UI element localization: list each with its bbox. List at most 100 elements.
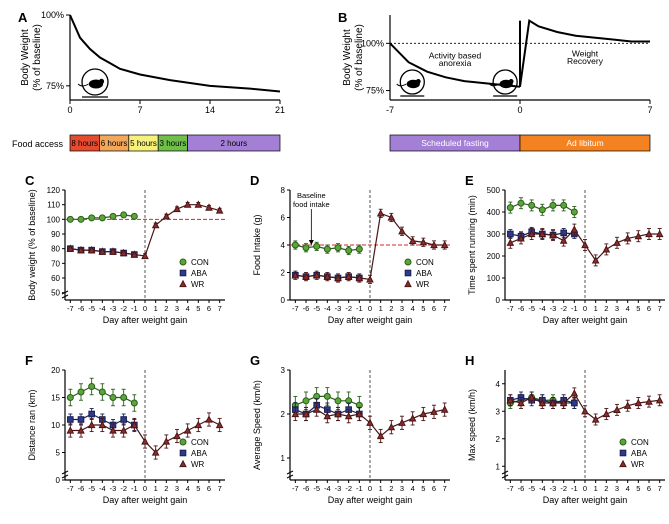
svg-text:Ad libitum: Ad libitum: [566, 138, 603, 148]
svg-text:500: 500: [487, 186, 501, 195]
svg-text:-2: -2: [120, 304, 127, 313]
svg-text:1: 1: [496, 462, 501, 471]
svg-text:G: G: [250, 353, 260, 368]
svg-text:ABA: ABA: [631, 449, 648, 458]
svg-text:-6: -6: [78, 304, 85, 313]
svg-text:0: 0: [583, 484, 587, 493]
svg-text:CON: CON: [191, 258, 209, 267]
svg-text:-5: -5: [528, 484, 535, 493]
svg-text:70: 70: [51, 259, 60, 268]
svg-text:2: 2: [281, 269, 286, 278]
svg-text:Body Weight: Body Weight: [342, 29, 353, 86]
svg-text:Body weight (% of baseline): Body weight (% of baseline): [27, 189, 37, 301]
svg-text:WR: WR: [416, 280, 430, 289]
svg-text:-5: -5: [313, 484, 320, 493]
svg-text:75%: 75%: [46, 81, 64, 91]
svg-text:Baseline: Baseline: [297, 191, 326, 200]
svg-text:0: 0: [281, 296, 286, 305]
svg-text:21: 21: [275, 105, 285, 115]
svg-text:WR: WR: [191, 280, 205, 289]
svg-text:-3: -3: [335, 484, 342, 493]
svg-text:10: 10: [51, 421, 60, 430]
svg-text:0: 0: [368, 304, 372, 313]
svg-text:Day after weight gain: Day after weight gain: [103, 495, 188, 505]
svg-text:5: 5: [56, 449, 61, 458]
svg-text:3: 3: [496, 407, 501, 416]
svg-text:100: 100: [487, 274, 501, 283]
svg-text:-4: -4: [539, 304, 546, 313]
svg-text:CON: CON: [191, 438, 209, 447]
svg-text:6: 6: [432, 484, 436, 493]
svg-text:F: F: [25, 353, 33, 368]
svg-text:3: 3: [400, 304, 404, 313]
svg-text:2: 2: [164, 304, 168, 313]
svg-text:-2: -2: [560, 484, 567, 493]
svg-text:CON: CON: [631, 438, 649, 447]
svg-text:-7: -7: [292, 484, 299, 493]
legend: CONABAWR: [180, 438, 209, 469]
svg-text:(% of baseline): (% of baseline): [354, 24, 365, 91]
svg-text:4: 4: [496, 380, 501, 389]
svg-text:15: 15: [51, 394, 60, 403]
svg-text:3: 3: [400, 484, 404, 493]
svg-text:2: 2: [496, 435, 501, 444]
svg-text:E: E: [465, 173, 474, 188]
svg-text:-4: -4: [99, 304, 106, 313]
svg-text:6: 6: [647, 304, 651, 313]
svg-text:3: 3: [615, 304, 619, 313]
svg-text:-2: -2: [120, 484, 127, 493]
svg-text:5: 5: [636, 484, 640, 493]
svg-text:14: 14: [205, 105, 215, 115]
svg-text:2: 2: [389, 484, 393, 493]
svg-text:400: 400: [487, 208, 501, 217]
svg-text:food intake: food intake: [293, 200, 330, 209]
svg-text:4: 4: [411, 304, 415, 313]
svg-text:Max speed (km/h): Max speed (km/h): [467, 389, 477, 461]
svg-text:3: 3: [615, 484, 619, 493]
svg-text:3 hours: 3 hours: [160, 139, 187, 148]
legend: CONABAWR: [180, 258, 209, 289]
svg-text:-1: -1: [131, 484, 138, 493]
svg-text:3: 3: [281, 366, 286, 375]
svg-text:7: 7: [658, 304, 662, 313]
svg-text:-1: -1: [571, 304, 578, 313]
svg-text:ABA: ABA: [191, 449, 208, 458]
svg-text:0: 0: [56, 476, 61, 485]
svg-text:Body Weight: Body Weight: [20, 29, 31, 86]
svg-text:-7: -7: [292, 304, 299, 313]
panel-h: H1234-7-6-5-4-3-2-101234567Day after wei…: [465, 353, 665, 505]
svg-text:2: 2: [604, 484, 608, 493]
svg-text:-3: -3: [550, 484, 557, 493]
svg-text:-4: -4: [99, 484, 106, 493]
svg-text:-3: -3: [110, 304, 117, 313]
svg-text:Recovery: Recovery: [567, 56, 604, 66]
svg-text:-3: -3: [110, 484, 117, 493]
svg-text:6: 6: [207, 484, 211, 493]
food-access-bar: Food access8 hours6 hours5 hours3 hours2…: [12, 135, 280, 151]
panel-f: F05101520-7-6-5-4-3-2-101234567Day after…: [25, 353, 225, 505]
svg-text:0: 0: [496, 296, 501, 305]
svg-text:4: 4: [411, 484, 415, 493]
svg-text:-7: -7: [67, 484, 74, 493]
panel-d: D02468-7-6-5-4-3-2-101234567Day after we…: [250, 173, 450, 325]
food-access-label: Food access: [12, 139, 64, 149]
svg-text:7: 7: [218, 304, 222, 313]
svg-text:2: 2: [604, 304, 608, 313]
svg-text:6: 6: [207, 304, 211, 313]
svg-text:-7: -7: [386, 105, 394, 115]
svg-text:-1: -1: [131, 304, 138, 313]
svg-text:-1: -1: [356, 484, 363, 493]
svg-text:6: 6: [432, 304, 436, 313]
svg-text:100: 100: [47, 215, 61, 224]
svg-text:Day after weight gain: Day after weight gain: [328, 495, 413, 505]
svg-text:CON: CON: [416, 258, 434, 267]
svg-text:5: 5: [196, 484, 200, 493]
legend: CONABAWR: [405, 258, 434, 289]
svg-text:2: 2: [389, 304, 393, 313]
svg-text:-1: -1: [356, 304, 363, 313]
svg-text:1: 1: [154, 304, 158, 313]
panel-g: G123-7-6-5-4-3-2-101234567Day after weig…: [250, 353, 450, 505]
svg-text:6 hours: 6 hours: [101, 139, 128, 148]
svg-text:7: 7: [137, 105, 142, 115]
svg-text:120: 120: [47, 186, 61, 195]
